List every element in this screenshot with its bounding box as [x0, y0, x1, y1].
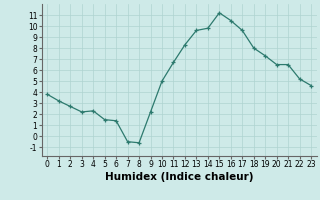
X-axis label: Humidex (Indice chaleur): Humidex (Indice chaleur) [105, 172, 253, 182]
